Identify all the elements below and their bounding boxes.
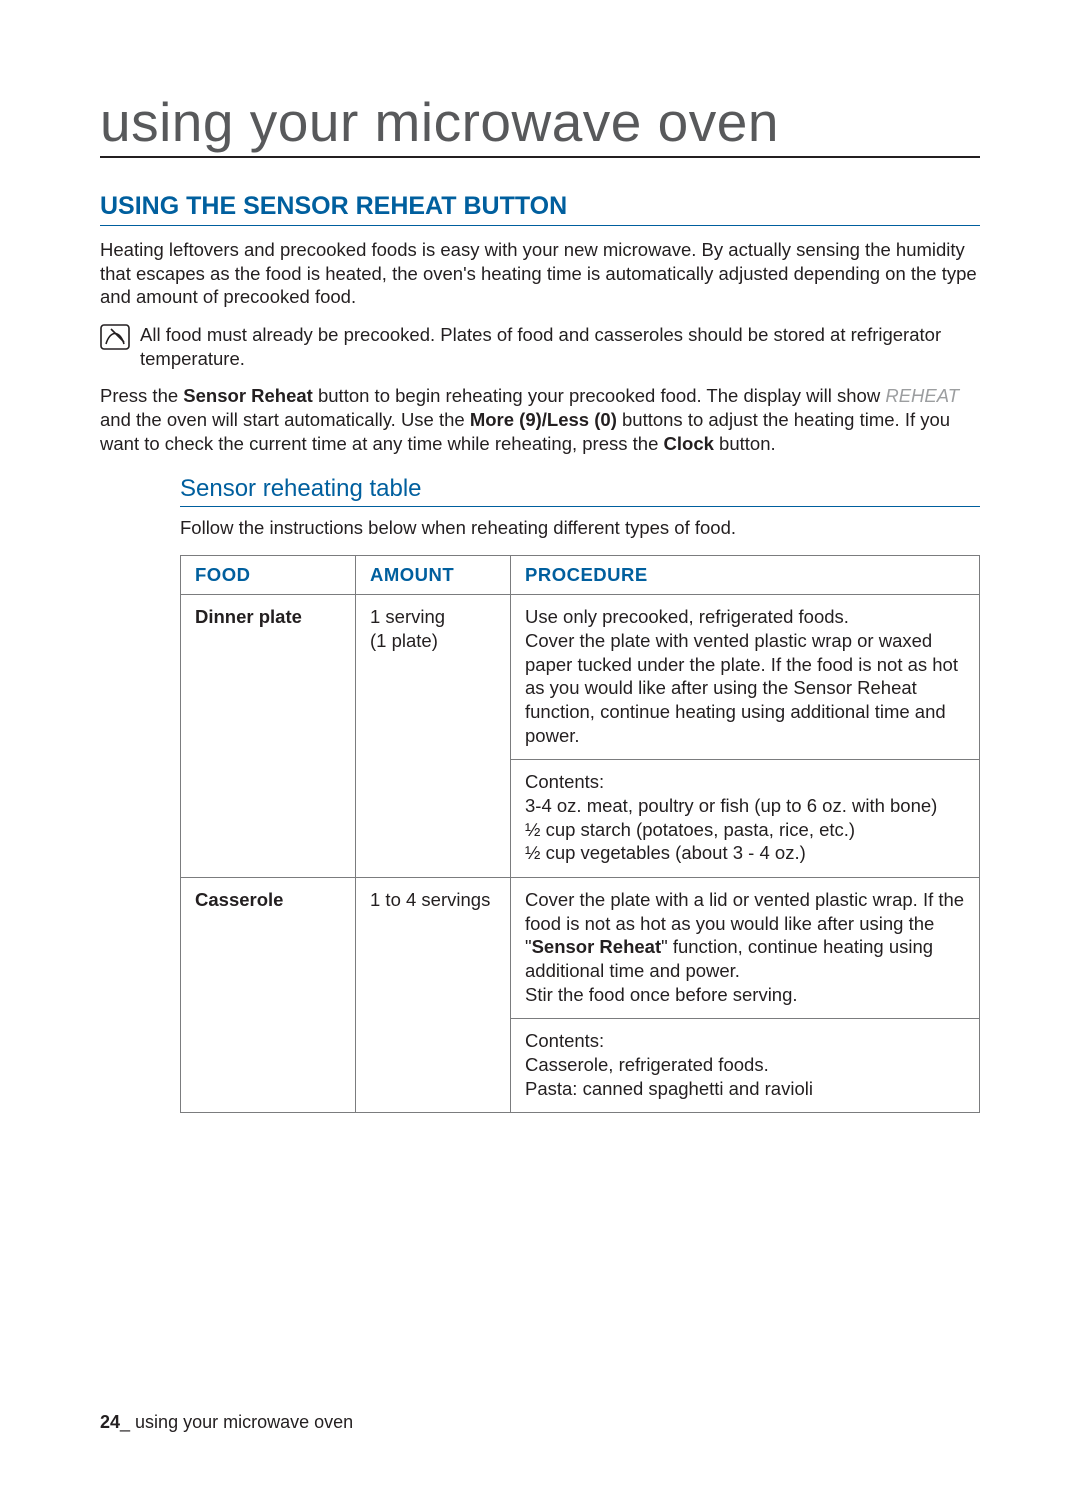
display-reheat-label: REHEAT: [885, 385, 959, 406]
page-footer: 24_ using your microwave oven: [100, 1412, 353, 1433]
instruction-paragraph: Press the Sensor Reheat button to begin …: [100, 384, 980, 455]
more-less-label: More (9)/Less (0): [470, 409, 617, 430]
amount-cell: 1 to 4 servings: [356, 878, 511, 1113]
procedure-cell: Cover the plate with a lid or vented pla…: [511, 878, 980, 1019]
table-row: Casserole 1 to 4 servings Cover the plat…: [181, 878, 980, 1019]
sensor-reheating-table: FOOD AMOUNT PROCEDURE Dinner plate 1 ser…: [180, 555, 980, 1113]
col-header-amount: AMOUNT: [356, 556, 511, 595]
sensor-reheat-label: Sensor Reheat: [532, 936, 662, 957]
procedure-contents-cell: Contents:3-4 oz. meat, poultry or fish (…: [511, 760, 980, 878]
amount-cell: 1 serving(1 plate): [356, 595, 511, 878]
page-number: 24: [100, 1412, 120, 1432]
text-fragment: button.: [714, 433, 776, 454]
chapter-title: using your microwave oven: [100, 90, 980, 158]
procedure-cell: Use only precooked, refrigerated foods.C…: [511, 595, 980, 760]
subsection-intro: Follow the instructions below when rehea…: [180, 517, 980, 539]
procedure-contents-cell: Contents:Casserole, refrigerated foods.P…: [511, 1019, 980, 1113]
footer-separator: _: [120, 1412, 135, 1432]
text-fragment: and the oven will start automatically. U…: [100, 409, 470, 430]
note-icon: [100, 324, 130, 350]
clock-label: Clock: [664, 433, 714, 454]
food-cell: Casserole: [181, 878, 356, 1113]
col-header-procedure: PROCEDURE: [511, 556, 980, 595]
footer-label: using your microwave oven: [135, 1412, 353, 1432]
food-cell: Dinner plate: [181, 595, 356, 878]
note-text: All food must already be precooked. Plat…: [140, 323, 980, 370]
section-title: USING THE SENSOR REHEAT BUTTON: [100, 192, 980, 226]
table-row: Dinner plate 1 serving(1 plate) Use only…: [181, 595, 980, 760]
table-header-row: FOOD AMOUNT PROCEDURE: [181, 556, 980, 595]
subsection-title: Sensor reheating table: [180, 475, 980, 507]
note-callout: All food must already be precooked. Plat…: [100, 323, 980, 370]
intro-paragraph: Heating leftovers and precooked foods is…: [100, 238, 980, 309]
text-fragment: Press the: [100, 385, 183, 406]
col-header-food: FOOD: [181, 556, 356, 595]
text-fragment: button to begin reheating your precooked…: [313, 385, 886, 406]
sensor-reheat-label: Sensor Reheat: [183, 385, 313, 406]
